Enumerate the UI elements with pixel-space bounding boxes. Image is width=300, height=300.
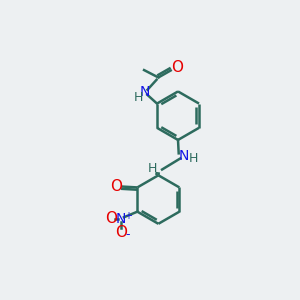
Text: N: N: [116, 212, 126, 226]
Text: -: -: [125, 228, 130, 241]
Text: O: O: [115, 225, 127, 240]
Text: O: O: [110, 179, 122, 194]
Text: O: O: [171, 60, 183, 75]
Text: H: H: [148, 162, 157, 175]
Text: H: H: [189, 152, 198, 165]
Text: +: +: [124, 211, 132, 221]
Text: N: N: [140, 85, 150, 100]
Text: O: O: [106, 211, 118, 226]
Text: N: N: [178, 149, 189, 163]
Text: H: H: [134, 91, 143, 104]
